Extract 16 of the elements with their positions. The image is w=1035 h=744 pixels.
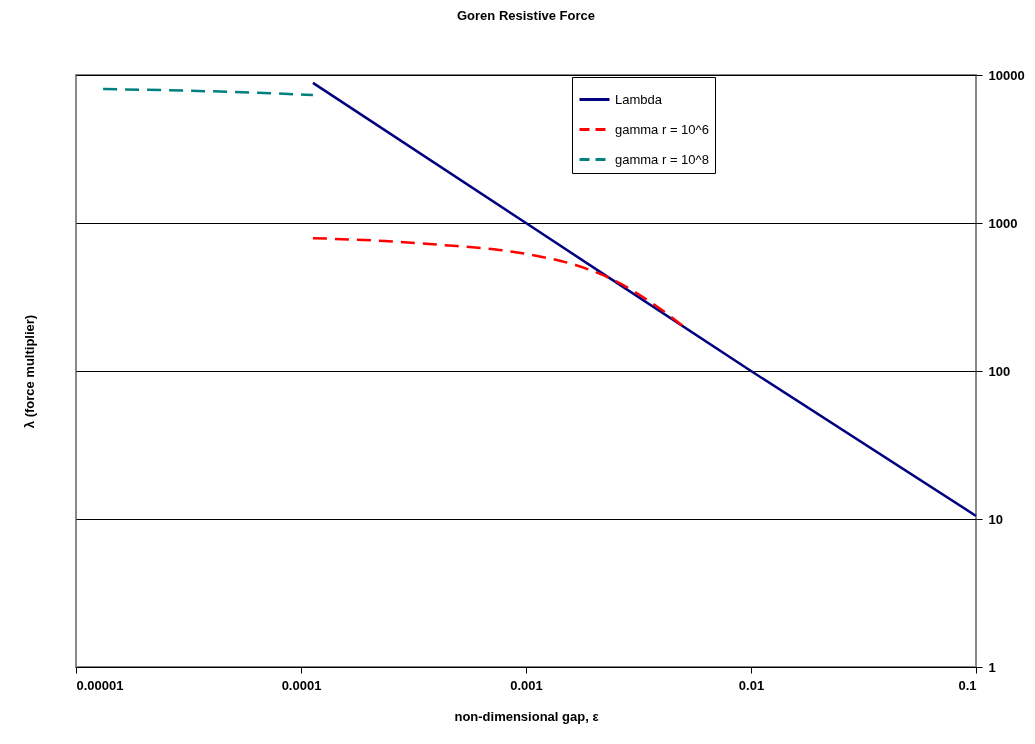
x-tick-label: 0.0001 (281, 677, 322, 693)
legend-label: gamma r = 10^8 (615, 151, 709, 167)
x-tick-label: 0.001 (510, 677, 543, 693)
legend-label: gamma r = 10^6 (615, 121, 709, 137)
y-tick-label: 100 (988, 363, 1011, 379)
x-tick-label: 0.01 (738, 677, 765, 693)
y-tick-label: 10000 (988, 67, 1025, 83)
legend-label: Lambda (615, 91, 663, 107)
x-tick-label: 0.00001 (76, 677, 124, 693)
y-tick-label: 10 (988, 511, 1003, 527)
x-axis-title: non-dimensional gap, ε (454, 708, 599, 724)
y-tick-label: 1000 (988, 215, 1018, 231)
chart-title: Goren Resistive Force (457, 8, 595, 23)
x-tick-label: 0.1 (958, 677, 977, 693)
y-tick-label: 1 (988, 659, 996, 675)
y-axis-title: λ (force multiplier) (21, 314, 37, 429)
